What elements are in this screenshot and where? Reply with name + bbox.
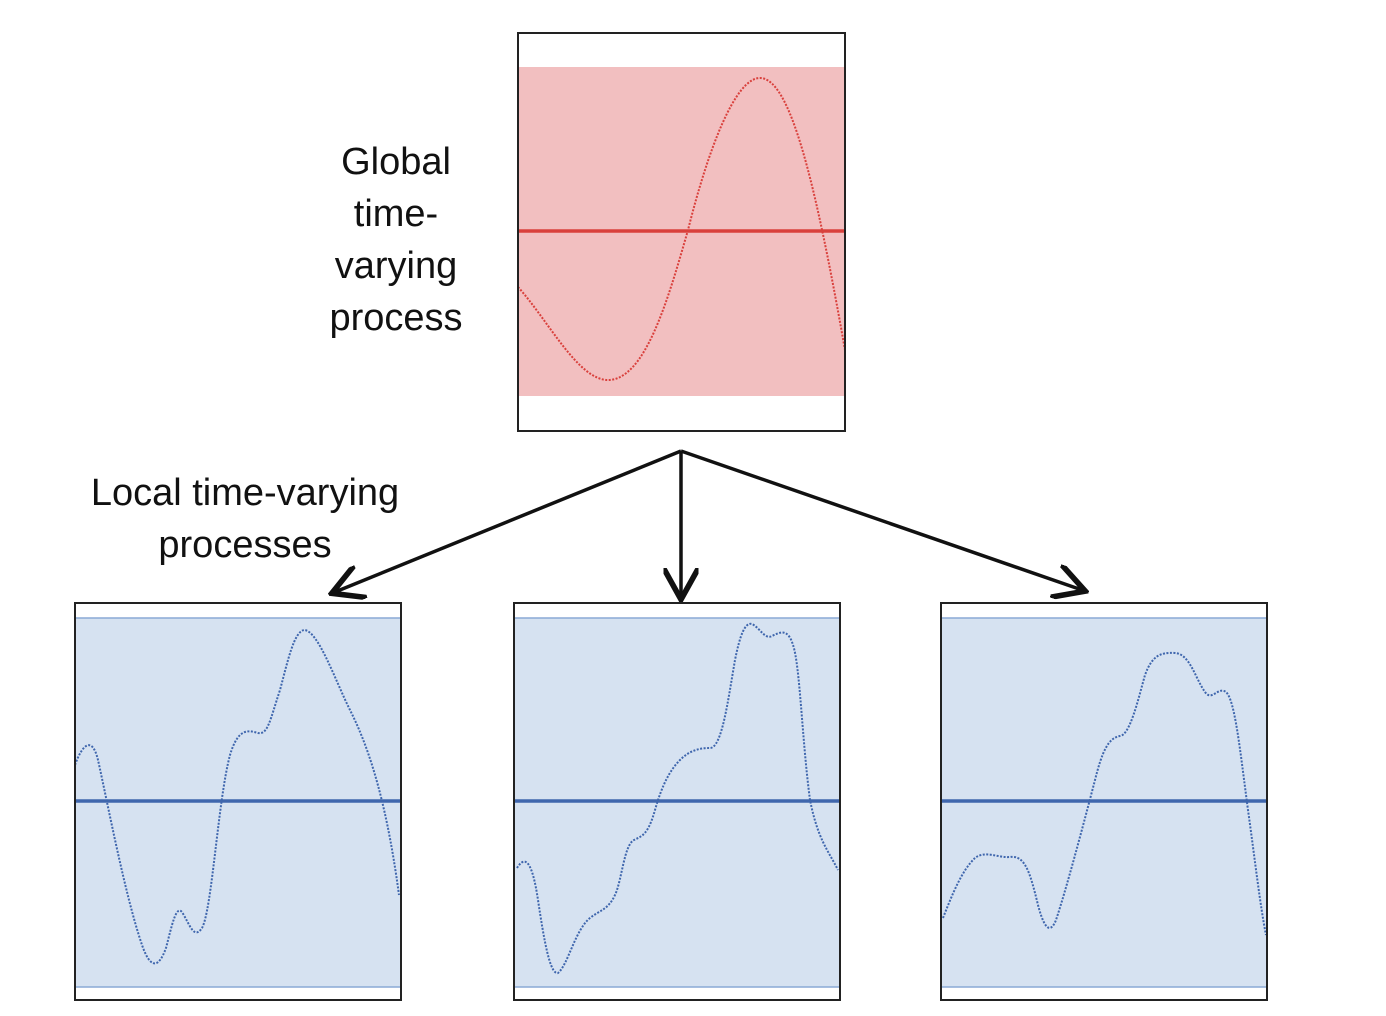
arrows xyxy=(335,449,1082,596)
global-label-line-1: Global xyxy=(341,141,451,183)
global-label-line-2: time- xyxy=(353,193,439,235)
local-label-line-2: processes xyxy=(158,524,332,566)
local-curve xyxy=(942,651,1267,936)
global-label-line-3: varying xyxy=(334,245,458,287)
arrow-down-left-icon xyxy=(335,449,682,592)
global-process-panel xyxy=(517,32,846,432)
local-frame xyxy=(513,602,841,1001)
global-process-label: Global time- varying process xyxy=(296,136,496,344)
arrow-down-right-icon xyxy=(680,449,1082,590)
local-process-panel-2 xyxy=(513,602,841,1001)
local-frame xyxy=(940,602,1268,1001)
local-curve xyxy=(516,622,839,974)
local-process-panel-3 xyxy=(940,602,1268,1001)
local-process-panel-1 xyxy=(74,602,402,1001)
local-processes-label: Local time-varying processes xyxy=(40,467,450,571)
global-frame xyxy=(517,32,846,432)
global-curve xyxy=(517,76,846,382)
local-frame xyxy=(74,602,402,1001)
local-label-line-1: Local time-varying xyxy=(90,472,400,514)
global-label-line-4: process xyxy=(329,297,463,339)
